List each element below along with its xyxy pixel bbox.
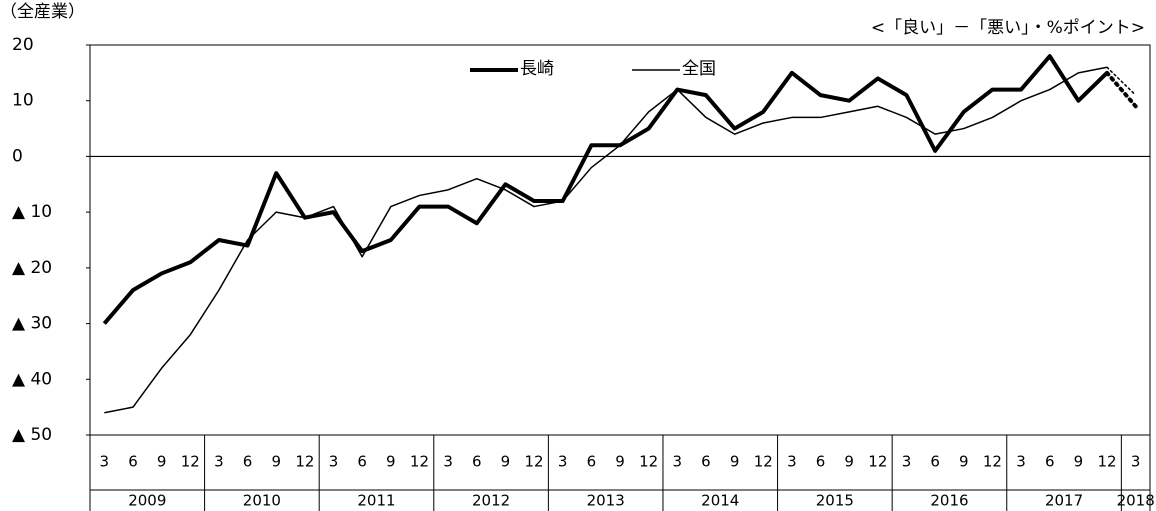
x-tick-label: 9 [844,453,854,471]
x-tick-label: 3 [558,453,568,471]
year-label: 2018 [1117,492,1155,510]
forecast-line [1106,66,1137,96]
year-label: 2010 [243,492,281,510]
y-tick-label: 20 [12,35,34,55]
x-tick-label: 3 [1016,453,1026,471]
y-tick-label: ▲ 50 [12,425,52,445]
year-label: 2011 [357,492,395,510]
x-tick-label: 9 [730,453,740,471]
year-label: 2012 [472,492,510,510]
y-tick-label: ▲ 30 [12,314,52,334]
y-tick-label: ▲ 40 [12,369,52,389]
y-tick-label: ▲ 20 [12,258,52,278]
series-line [102,54,1109,325]
x-tick-label: 3 [673,453,683,471]
legend-label: 全国 [682,59,716,79]
x-tick-label: 3 [902,453,912,471]
x-tick-label: 6 [587,453,597,471]
x-tick-label: 3 [1131,453,1141,471]
x-tick-label: 12 [1097,453,1116,471]
x-tick-label: 12 [868,453,887,471]
x-tick-label: 3 [214,453,224,471]
chart-subtitle: <「良い」－「悪い」・%ポイント> [871,18,1145,38]
x-tick-label: 6 [243,453,253,471]
x-tick-label: 6 [357,453,367,471]
x-tick-label: 9 [1074,453,1084,471]
x-tick-label: 9 [959,453,969,471]
x-tick-label: 12 [983,453,1002,471]
x-tick-label: 3 [443,453,453,471]
x-tick-label: 9 [157,453,167,471]
year-label: 2015 [816,492,854,510]
chart-title: （全産業） [0,2,85,22]
year-label: 2013 [587,492,625,510]
plot-frame [89,44,1151,436]
x-tick-label: 9 [271,453,281,471]
x-tick-label: 12 [639,453,658,471]
x-tick-label: 9 [501,453,511,471]
x-tick-label: 12 [181,453,200,471]
series-line [104,66,1108,414]
x-tick-label: 3 [787,453,797,471]
year-label: 2016 [930,492,968,510]
x-tick-label: 6 [472,453,482,471]
x-tick-label: 6 [1045,453,1055,471]
forecast-line [1105,70,1138,109]
x-tick-label: 12 [295,453,314,471]
x-tick-label: 12 [410,453,429,471]
x-tick-label: 6 [128,453,138,471]
x-tick-label: 12 [754,453,773,471]
year-label: 2009 [128,492,166,510]
x-tick-label: 6 [816,453,826,471]
x-tick-label: 9 [386,453,396,471]
y-tick-label: 10 [12,91,34,111]
x-tick-label: 3 [100,453,110,471]
x-tick-label: 6 [930,453,940,471]
y-tick-label: ▲ 10 [12,202,52,222]
y-tick-label: 0 [12,146,23,166]
x-tick-label: 3 [329,453,339,471]
x-tick-label: 12 [525,453,544,471]
legend-label: 長崎 [520,59,554,79]
year-label: 2014 [701,492,739,510]
x-tick-label: 9 [615,453,625,471]
year-label: 2017 [1045,492,1083,510]
x-tick-label: 6 [701,453,711,471]
